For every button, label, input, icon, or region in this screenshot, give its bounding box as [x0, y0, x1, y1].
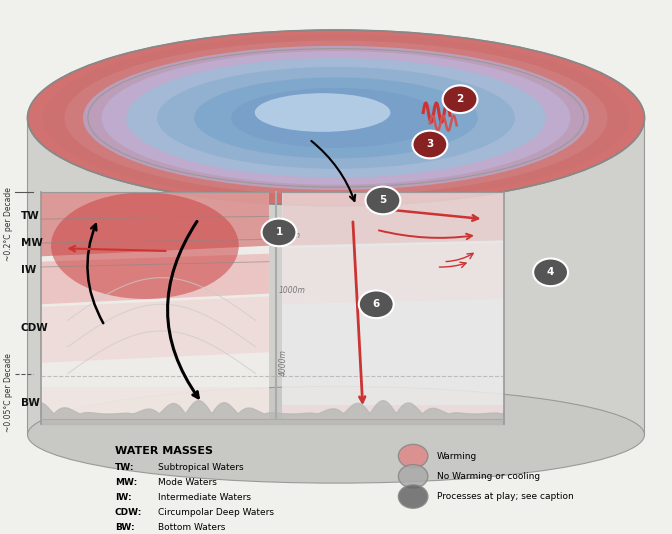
- Text: 2: 2: [456, 94, 464, 104]
- Ellipse shape: [101, 51, 571, 185]
- Text: Bottom Waters: Bottom Waters: [159, 523, 226, 532]
- Text: 4: 4: [547, 268, 554, 277]
- Ellipse shape: [83, 46, 589, 190]
- Circle shape: [398, 444, 428, 468]
- Polygon shape: [282, 243, 503, 304]
- Ellipse shape: [28, 387, 644, 483]
- Circle shape: [398, 465, 428, 488]
- Text: BW:: BW:: [115, 523, 134, 532]
- Ellipse shape: [126, 58, 546, 178]
- Text: 500m: 500m: [279, 231, 301, 240]
- Text: Intermediate Waters: Intermediate Waters: [159, 493, 251, 502]
- Text: 1000m: 1000m: [279, 286, 306, 295]
- Text: 6: 6: [372, 299, 380, 309]
- Text: ~0.05°C per Decade: ~0.05°C per Decade: [4, 353, 13, 431]
- Text: IW: IW: [21, 265, 36, 274]
- Circle shape: [359, 290, 394, 318]
- Text: TW: TW: [21, 211, 40, 222]
- Ellipse shape: [51, 192, 239, 299]
- Ellipse shape: [43, 34, 629, 201]
- Circle shape: [366, 186, 401, 214]
- Ellipse shape: [28, 30, 644, 206]
- Text: Circumpolar Deep Waters: Circumpolar Deep Waters: [159, 508, 274, 517]
- Polygon shape: [41, 254, 269, 304]
- Text: WATER MASSES: WATER MASSES: [115, 446, 213, 457]
- Polygon shape: [41, 192, 269, 419]
- Ellipse shape: [194, 77, 478, 158]
- Ellipse shape: [255, 93, 390, 132]
- Ellipse shape: [28, 30, 644, 206]
- Text: 1: 1: [276, 227, 283, 238]
- Polygon shape: [41, 296, 269, 363]
- Ellipse shape: [65, 41, 607, 195]
- Polygon shape: [282, 405, 503, 424]
- Text: CDW: CDW: [21, 323, 48, 333]
- Text: 4000m: 4000m: [279, 349, 288, 376]
- Polygon shape: [28, 118, 644, 435]
- Polygon shape: [282, 192, 503, 246]
- Text: ~0.2°C per Decade: ~0.2°C per Decade: [4, 187, 13, 261]
- Text: BW: BW: [21, 398, 40, 408]
- Text: Subtropical Waters: Subtropical Waters: [159, 464, 244, 473]
- Text: CDW:: CDW:: [115, 508, 142, 517]
- Text: 3: 3: [426, 139, 433, 150]
- Text: IW:: IW:: [115, 493, 131, 502]
- Circle shape: [443, 85, 478, 113]
- Polygon shape: [41, 192, 269, 256]
- Ellipse shape: [231, 88, 441, 148]
- Text: TW:: TW:: [115, 464, 134, 473]
- Text: Mode Waters: Mode Waters: [159, 478, 217, 488]
- Circle shape: [261, 218, 296, 246]
- Ellipse shape: [157, 67, 515, 169]
- Text: No Warming or cooling: No Warming or cooling: [437, 472, 540, 481]
- Text: 5: 5: [379, 195, 386, 206]
- Circle shape: [413, 131, 448, 159]
- Polygon shape: [282, 192, 503, 419]
- Circle shape: [398, 485, 428, 508]
- Text: Processes at play; see caption: Processes at play; see caption: [437, 492, 573, 501]
- Text: MW:: MW:: [115, 478, 137, 488]
- Polygon shape: [41, 387, 269, 424]
- Text: Warming: Warming: [437, 452, 477, 461]
- Circle shape: [533, 258, 568, 286]
- Text: MW: MW: [21, 238, 43, 248]
